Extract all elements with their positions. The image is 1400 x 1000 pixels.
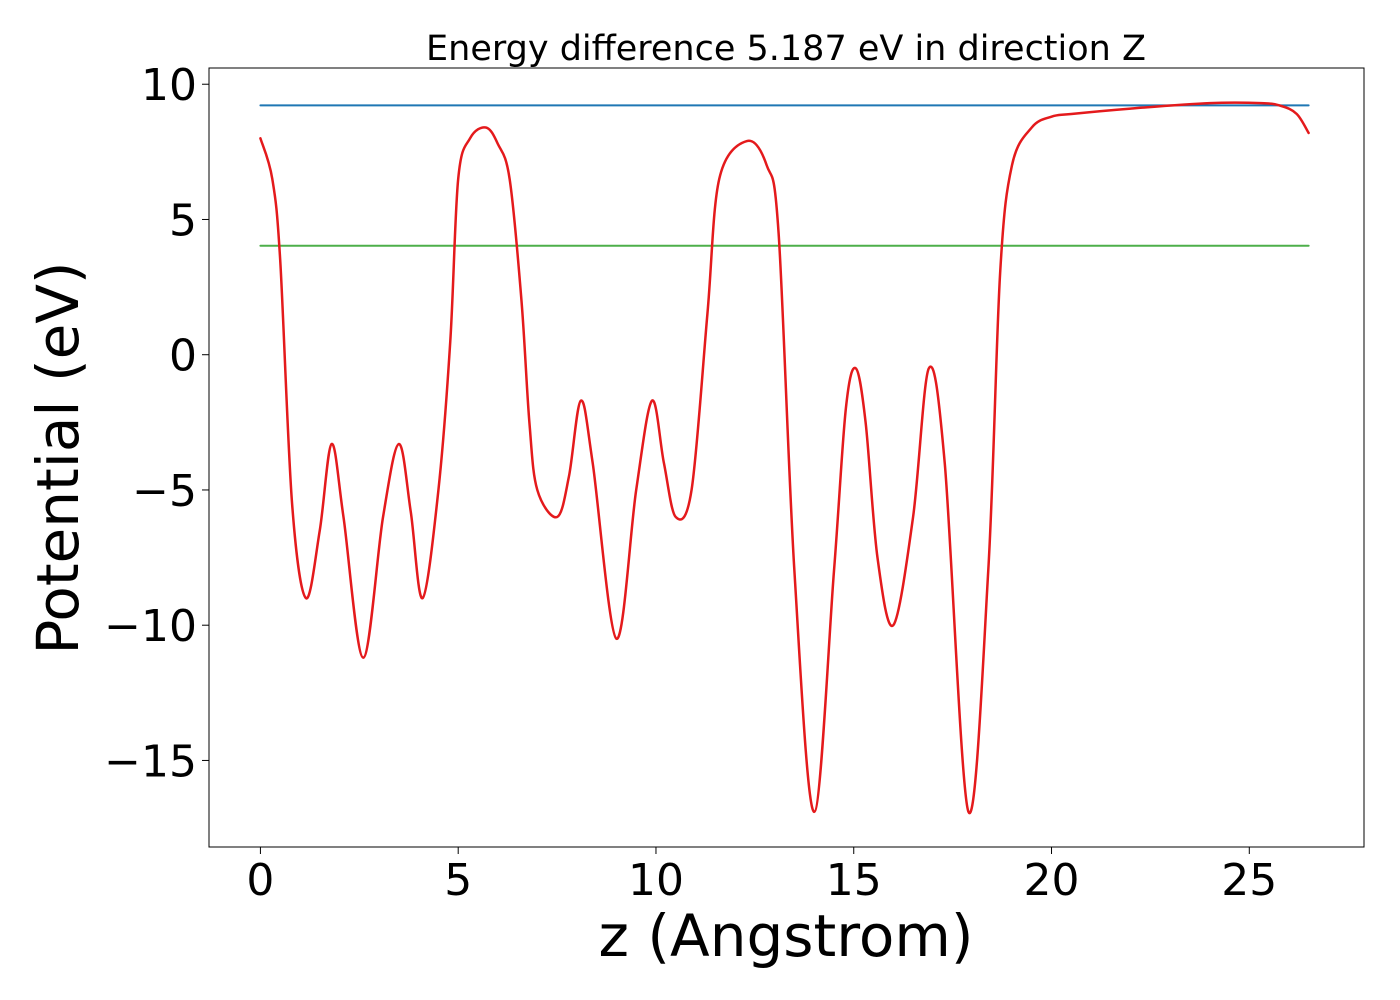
y-tick-label: −5 <box>132 466 197 517</box>
y-tick-label: 10 <box>141 60 197 111</box>
y-tick-label: 0 <box>169 331 197 382</box>
y-axis-ticks: 10 5 0 −5 −10 −15 <box>104 60 209 787</box>
x-axis-ticks: 0 5 10 15 20 25 <box>246 847 1277 906</box>
chart-title: Energy difference 5.187 eV in direction … <box>426 29 1146 69</box>
y-tick-label: 5 <box>169 195 197 246</box>
y-tick-label: −15 <box>104 736 197 787</box>
plot-frame <box>208 67 1365 848</box>
x-tick-label: 25 <box>1221 855 1277 906</box>
series-line-potential <box>259 101 1310 815</box>
plot-lines <box>259 101 1310 815</box>
y-axis-label: Potential (eV) <box>24 261 92 654</box>
x-tick-label: 0 <box>246 855 274 906</box>
x-axis-label: z (Angstrom) <box>599 902 974 970</box>
y-tick-label: −10 <box>104 601 197 652</box>
x-tick-label: 5 <box>444 855 472 906</box>
x-tick-label: 20 <box>1024 855 1080 906</box>
x-tick-label: 10 <box>628 855 684 906</box>
x-tick-label: 15 <box>826 855 882 906</box>
